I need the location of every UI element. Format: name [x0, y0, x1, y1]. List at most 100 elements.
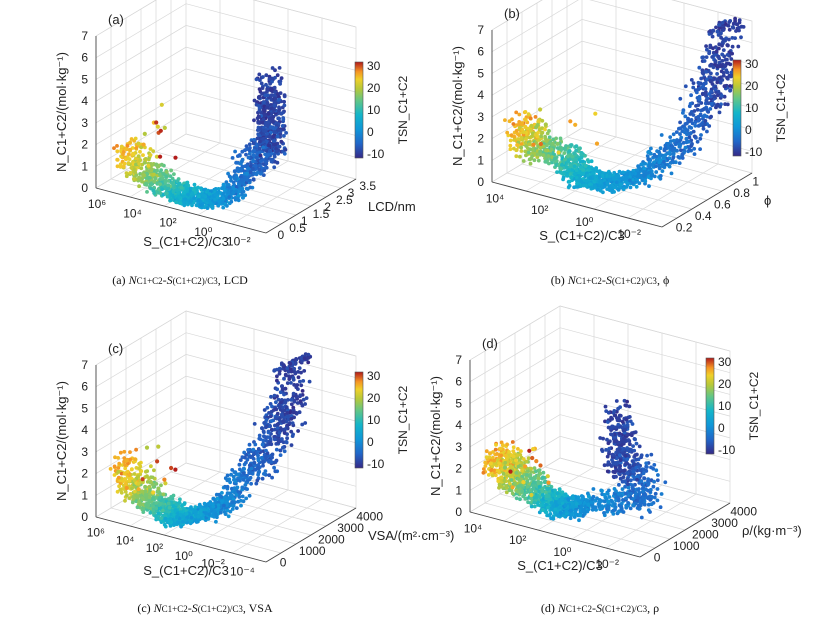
scatter-point — [508, 138, 513, 143]
scatter-point — [538, 141, 544, 147]
scatter-point — [714, 49, 719, 54]
scatter-point — [737, 18, 742, 22]
scatter-point — [256, 472, 260, 477]
scatter-point — [168, 174, 173, 179]
scatter-point — [696, 115, 701, 119]
scatter-point — [151, 149, 156, 154]
scatter-point — [159, 516, 164, 520]
scatter-point — [154, 154, 159, 159]
scatter-point — [246, 155, 251, 160]
scatter-point — [238, 161, 243, 166]
scatter-point — [226, 514, 231, 519]
scatter-point — [134, 146, 139, 150]
scatter-point — [683, 84, 688, 89]
scatter-point — [242, 467, 247, 471]
scatter-point — [213, 192, 218, 197]
scatter-point — [262, 100, 267, 105]
scatter-point — [559, 167, 563, 171]
scatter-point — [164, 169, 169, 174]
scatter-point — [239, 498, 243, 503]
scatter-point — [222, 510, 227, 514]
scatter-point — [721, 48, 726, 52]
scatter-point — [247, 142, 252, 147]
scatter-point — [116, 475, 121, 480]
scatter-point — [268, 414, 273, 419]
scatter-point — [561, 177, 565, 182]
scatter-point — [531, 142, 536, 147]
scatter-point — [298, 393, 303, 398]
z-gridline — [95, 310, 357, 366]
scatter-point — [173, 467, 178, 472]
scatter-point — [196, 194, 201, 199]
scatter-point — [171, 189, 176, 194]
scatter-point — [514, 148, 519, 153]
scatter-point — [214, 519, 218, 524]
scatter-point — [244, 496, 249, 501]
scatter-point — [577, 146, 582, 151]
scatter-point — [245, 487, 250, 491]
scatter-point — [241, 478, 246, 482]
scatter-point — [617, 169, 622, 174]
x-tick-label: 10⁴ — [116, 533, 135, 547]
x-tick-label: 10² — [509, 533, 526, 547]
scatter-point — [709, 94, 713, 99]
scatter-point — [240, 149, 245, 154]
scatter-point — [694, 136, 698, 140]
scatter-point — [211, 496, 216, 501]
y-tick-label: 3.5 — [359, 179, 376, 193]
scatter-point — [249, 481, 254, 486]
scatter-point — [263, 152, 267, 157]
colorbar-tick-label: 20 — [367, 81, 381, 95]
z-tick-label: 6 — [477, 45, 484, 59]
scatter-point — [168, 198, 173, 203]
scatter-point — [240, 157, 245, 162]
scatter-point — [244, 180, 249, 185]
scatter-point — [707, 51, 711, 56]
scatter-point — [574, 168, 579, 173]
scatter-point — [276, 440, 281, 445]
scatter-point — [555, 146, 560, 150]
scatter-point — [264, 438, 269, 443]
scatter-point — [254, 156, 259, 160]
scatter-point — [577, 518, 581, 523]
scatter-point — [270, 452, 275, 457]
scatter-point — [265, 87, 270, 91]
scatter-point — [132, 177, 136, 181]
scatter-point — [264, 73, 269, 78]
scatter-point — [577, 157, 582, 162]
scatter-point — [523, 124, 528, 129]
scatter-point — [121, 164, 126, 169]
scatter-point — [219, 494, 224, 499]
colorbar-tick-label: 0 — [367, 125, 374, 139]
z-gridline — [95, 354, 357, 409]
scatter-point — [735, 22, 740, 27]
scatter-point — [673, 142, 678, 147]
scatter-point — [583, 153, 587, 158]
scatter-point — [136, 487, 141, 492]
z-tick-label: 3 — [477, 110, 484, 124]
scatter-point — [227, 195, 232, 199]
scatter-point — [301, 379, 306, 383]
scatter-point — [272, 99, 277, 104]
scatter-point — [595, 169, 599, 174]
scatter-point — [595, 187, 600, 192]
scatter-point — [162, 522, 167, 527]
scatter-point — [147, 484, 152, 489]
scatter-point — [282, 99, 286, 104]
scatter-point — [266, 153, 271, 157]
x-axis-label: S_(C1+C2)/C3 — [517, 558, 603, 573]
scatter-point — [605, 181, 610, 186]
scatter-point — [137, 184, 142, 189]
scatter-point — [240, 192, 244, 197]
scatter-point — [124, 485, 129, 491]
scatter-point — [151, 496, 155, 500]
scatter-point — [695, 107, 700, 112]
scatter-point — [143, 157, 147, 162]
scatter-point — [298, 379, 302, 384]
scatter-point — [158, 182, 162, 187]
scatter-point — [667, 151, 671, 156]
scatter-point — [115, 144, 119, 148]
scatter-point — [181, 191, 186, 196]
scatter-point — [589, 165, 594, 170]
scatter-point — [160, 176, 165, 180]
